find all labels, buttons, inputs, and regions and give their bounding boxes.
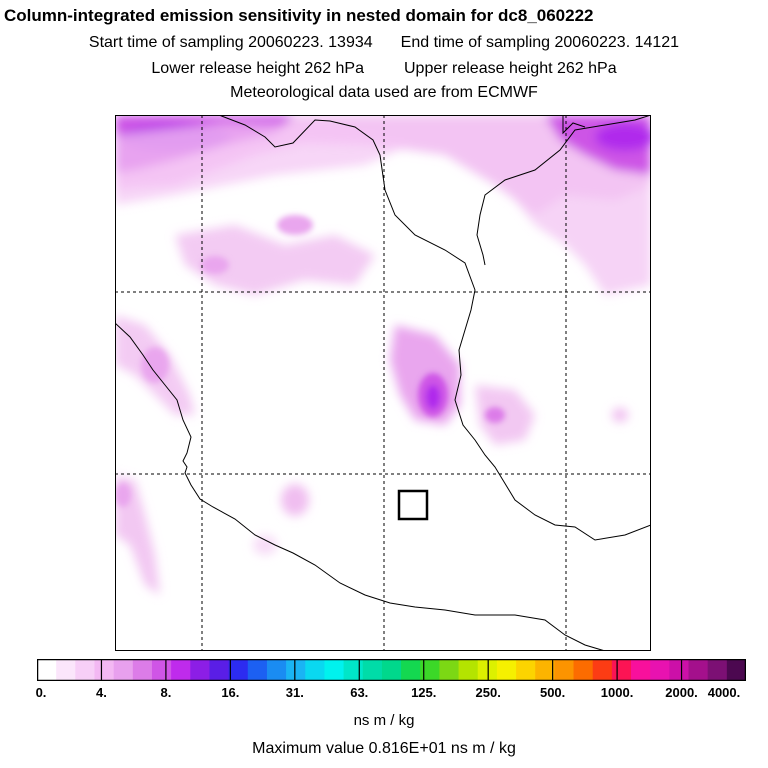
graticule bbox=[115, 115, 651, 651]
colorbar-tick-label: 125. bbox=[411, 685, 437, 700]
colorbar-cell bbox=[669, 659, 690, 681]
colorbar-cell bbox=[592, 659, 613, 681]
release-height-line: Lower release height 262 hPa Upper releas… bbox=[0, 60, 768, 78]
colorbar-tick-label: 63. bbox=[350, 685, 369, 700]
colorbar-tick-label: 500. bbox=[539, 685, 566, 700]
release-location-box bbox=[397, 489, 429, 521]
colorbar-cell bbox=[228, 659, 249, 681]
end-time-label: End time of sampling 20060223. 14121 bbox=[400, 34, 680, 51]
colorbar-tick-label: 16. bbox=[221, 685, 240, 700]
colorbar-cell bbox=[56, 659, 76, 681]
colorbar-cell bbox=[94, 659, 115, 681]
start-time-label: Start time of sampling 20060223. 13934 bbox=[88, 34, 373, 51]
colorbar-cell bbox=[611, 659, 632, 681]
colorbar-cell bbox=[401, 659, 421, 681]
colorbar-cell bbox=[707, 659, 728, 681]
colorbar-cell bbox=[75, 659, 95, 681]
colorbar-cell bbox=[190, 659, 210, 681]
colorbar-tick-label: 1000. bbox=[600, 685, 634, 700]
colorbar-cell bbox=[420, 659, 440, 681]
colorbar-cell bbox=[171, 659, 191, 681]
colorbar-cell bbox=[573, 659, 594, 681]
colorbar-cell bbox=[516, 659, 536, 681]
colorbar-cell bbox=[132, 659, 153, 681]
colorbar-cell bbox=[343, 659, 364, 681]
sensitivity-field bbox=[115, 115, 651, 595]
met-data-label: Meteorological data used are from ECMWF bbox=[230, 84, 538, 101]
colorbar-tick-label: 8. bbox=[160, 685, 172, 700]
colorbar-cell bbox=[631, 659, 651, 681]
colorbar-cell bbox=[726, 659, 746, 681]
colorbar-cell bbox=[554, 659, 575, 681]
colorbar-cell bbox=[266, 659, 287, 681]
colorbar-cell bbox=[37, 659, 57, 681]
colorbar-tick-label: 4000. bbox=[707, 685, 741, 700]
colorbar-cell bbox=[305, 659, 325, 681]
sensitivity-map bbox=[115, 115, 651, 651]
max-value-label: Maximum value 0.816E+01 ns m / kg bbox=[252, 740, 516, 757]
colorbar-cell bbox=[247, 659, 268, 681]
colorbar-cell bbox=[688, 659, 709, 681]
upper-release-label: Upper release height 262 hPa bbox=[404, 60, 617, 77]
lower-release-label: Lower release height 262 hPa bbox=[151, 60, 364, 77]
colorbar-cell bbox=[381, 659, 402, 681]
colorbar-cell bbox=[458, 659, 479, 681]
colorbar-cell bbox=[113, 659, 134, 681]
colorbar-tick-labels: 0. 4. 8. 16. 31. 63. 125. 250. 500. 1000. 2000. 400… bbox=[0, 685, 768, 705]
sampling-time-line: Start time of sampling 20060223. 13934 En… bbox=[0, 34, 768, 52]
colorbar-cell bbox=[477, 659, 498, 681]
colorbar-cell bbox=[209, 659, 230, 681]
colorbar-units: ns m / kg bbox=[353, 712, 415, 729]
colorbar-cell bbox=[496, 659, 517, 681]
colorbar bbox=[37, 659, 746, 681]
colorbar-cell bbox=[362, 659, 383, 681]
colorbar-tick-label: 2000. bbox=[665, 685, 698, 700]
colorbar-cell bbox=[324, 659, 345, 681]
colorbar-cell bbox=[286, 659, 306, 681]
colorbar-tick-label: 250. bbox=[475, 685, 501, 700]
colorbar-tick-label: 4. bbox=[96, 685, 107, 700]
colorbar-tick-label: 31. bbox=[285, 685, 304, 700]
plot-title: Column-integrated emission sensitivity i… bbox=[4, 6, 594, 25]
colorbar-cell bbox=[439, 659, 460, 681]
colorbar-tick-label: 0. bbox=[35, 685, 47, 700]
colorbar-cell bbox=[535, 659, 555, 681]
colorbar-cell bbox=[151, 659, 172, 681]
coastlines bbox=[115, 115, 651, 651]
colorbar-cell bbox=[650, 659, 670, 681]
